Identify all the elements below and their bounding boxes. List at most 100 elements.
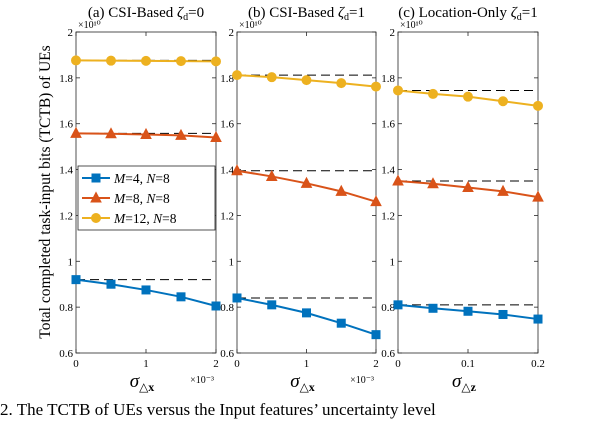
legend-marker xyxy=(90,191,102,203)
data-point xyxy=(462,180,474,192)
data-point xyxy=(498,96,508,107)
y-tick-label: 1 xyxy=(390,256,396,268)
y-tick-label: 0.6 xyxy=(381,348,395,360)
x-axis-label: σ△x xyxy=(290,371,315,394)
x-multiplier: ×10⁻³ xyxy=(350,375,374,386)
data-point xyxy=(176,56,186,67)
data-point xyxy=(336,78,347,89)
data-point xyxy=(301,75,312,86)
data-point xyxy=(497,184,509,196)
y-tick-label: 1.2 xyxy=(381,210,395,222)
data-point xyxy=(175,128,187,140)
panel-title: (b) CSI-Based ζd=1 xyxy=(248,5,365,23)
data-point xyxy=(211,56,221,67)
data-point xyxy=(106,55,116,66)
y-tick-label: 0.8 xyxy=(381,302,395,314)
data-point xyxy=(370,195,382,207)
panel-title: (a) CSI-Based ζd=0 xyxy=(88,5,204,23)
y-tick-label: 1.6 xyxy=(59,119,73,131)
data-point xyxy=(176,292,186,302)
x-tick-label: 0 xyxy=(73,358,79,370)
x-tick-label: 2 xyxy=(213,358,219,370)
panel-title: (c) Location-Only ζd=1 xyxy=(398,5,538,23)
x-tick-label: 0 xyxy=(395,358,401,370)
y-tick-label: 1.4 xyxy=(381,165,395,177)
data-point xyxy=(105,127,117,139)
data-point xyxy=(533,314,543,324)
data-point xyxy=(265,169,278,181)
data-point xyxy=(70,126,82,138)
data-point xyxy=(266,72,277,83)
y-multiplier: ×10¹⁰ xyxy=(78,20,101,31)
data-point xyxy=(141,285,151,295)
data-point xyxy=(232,293,242,303)
y-axis-label: Total completed task-input bits (TCTB) o… xyxy=(37,45,54,338)
data-point xyxy=(392,174,404,186)
y-tick-label: 2 xyxy=(390,27,396,39)
y-tick-label: 1.2 xyxy=(59,210,73,222)
data-point xyxy=(427,177,439,189)
data-point xyxy=(71,55,81,66)
x-axis-label: σ△x xyxy=(130,371,155,394)
legend-entry-3: M=12, N=8 xyxy=(113,211,177,226)
y-tick-label: 2 xyxy=(68,27,74,39)
y-tick-label: 1.6 xyxy=(381,119,395,131)
data-point xyxy=(71,275,81,285)
x-tick-label: 1 xyxy=(143,358,149,370)
figure-caption: 2. The TCTB of UEs versus the Input feat… xyxy=(0,400,436,419)
data-point xyxy=(371,81,381,92)
data-point xyxy=(267,300,277,310)
x-tick-label: 0.1 xyxy=(461,358,475,370)
data-point xyxy=(463,306,473,316)
y-tick-label: 2 xyxy=(229,27,235,39)
y-tick-label: 0.8 xyxy=(220,302,234,314)
data-point xyxy=(498,309,508,319)
y-tick-label: 1.2 xyxy=(220,210,234,222)
legend-entry-1: M=4, N=8 xyxy=(113,171,170,186)
data-point xyxy=(210,130,222,142)
legend-entry-2: M=8, N=8 xyxy=(113,191,170,206)
y-tick-label: 0.6 xyxy=(220,348,234,360)
data-point xyxy=(302,308,311,318)
data-point xyxy=(141,55,151,66)
data-point xyxy=(371,330,381,340)
legend: M=4, N=8 M=8, N=8 M=12, N=8 xyxy=(77,165,216,231)
data-point xyxy=(335,184,348,196)
y-tick-label: 1 xyxy=(229,256,235,268)
y-tick-label: 1.4 xyxy=(59,165,73,177)
panel-1: (a) CSI-Based ζd=0×10¹⁰ 0.6 0.8 1 1.2 1.4 1.6 1… xyxy=(59,5,222,394)
x-tick-label: 0.2 xyxy=(531,358,545,370)
data-point xyxy=(533,100,543,111)
data-point xyxy=(393,300,403,310)
data-point xyxy=(428,303,438,313)
data-point xyxy=(532,190,544,202)
data-point xyxy=(231,164,243,176)
legend-marker xyxy=(91,213,101,223)
x-axis-label: σ△z xyxy=(452,371,477,394)
x-tick-label: 2 xyxy=(373,358,379,370)
y-tick-label: 0.8 xyxy=(59,302,73,314)
data-point xyxy=(300,176,313,188)
data-point xyxy=(211,301,221,311)
y-tick-label: 1.8 xyxy=(381,73,395,85)
y-multiplier: ×10¹⁰ xyxy=(239,20,262,31)
legend-marker xyxy=(91,173,101,183)
y-multiplier: ×10¹⁰ xyxy=(400,20,423,31)
data-point xyxy=(463,91,473,102)
y-tick-label: 1.6 xyxy=(220,119,234,131)
panel-2: (b) CSI-Based ζd=1×10¹⁰ 0.6 0.8 1 1.2 1.4 1.6 1… xyxy=(220,5,382,394)
y-tick-label: 1.4 xyxy=(220,165,234,177)
data-point xyxy=(140,127,152,139)
x-tick-label: 1 xyxy=(304,358,310,370)
data-point xyxy=(393,85,403,96)
data-point xyxy=(106,279,116,289)
data-point xyxy=(428,88,438,99)
y-tick-label: 1 xyxy=(68,256,74,268)
y-tick-label: 1.8 xyxy=(59,73,73,85)
data-point xyxy=(336,318,346,328)
x-tick-label: 0 xyxy=(234,358,240,370)
y-tick-label: 0.6 xyxy=(59,348,73,360)
panel-3: (c) Location-Only ζd=1×10¹⁰ 0.6 0.8 1 1.2 1.4… xyxy=(381,5,545,394)
data-point xyxy=(232,70,242,81)
